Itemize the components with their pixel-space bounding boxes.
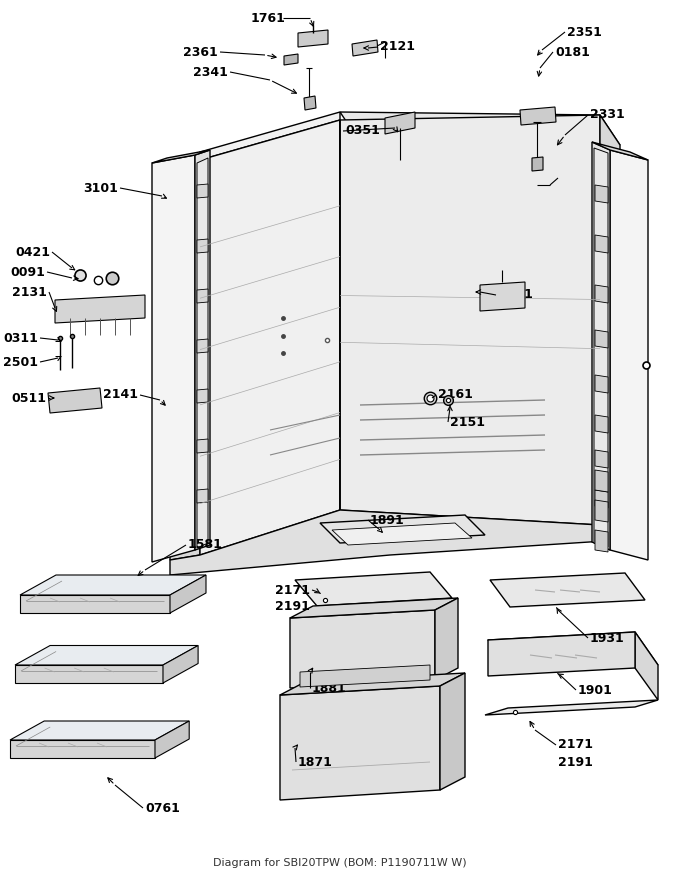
Polygon shape <box>595 500 608 522</box>
Polygon shape <box>595 415 608 433</box>
Polygon shape <box>440 673 465 790</box>
Polygon shape <box>280 673 465 695</box>
Polygon shape <box>595 185 608 203</box>
Polygon shape <box>594 148 608 547</box>
Text: 1761: 1761 <box>250 11 285 24</box>
Polygon shape <box>595 490 608 508</box>
Text: 0421: 0421 <box>15 246 50 258</box>
Polygon shape <box>592 142 648 160</box>
Polygon shape <box>340 112 620 145</box>
Polygon shape <box>595 375 608 393</box>
Polygon shape <box>332 523 472 545</box>
Text: 0731: 0731 <box>498 289 533 302</box>
Polygon shape <box>520 107 556 125</box>
Text: 2501: 2501 <box>3 355 38 368</box>
Polygon shape <box>200 120 340 555</box>
Text: 1871: 1871 <box>298 755 333 768</box>
Text: 0761: 0761 <box>145 802 180 815</box>
Polygon shape <box>152 155 195 562</box>
Text: 1901: 1901 <box>578 683 613 696</box>
Text: 0311: 0311 <box>3 332 38 345</box>
Polygon shape <box>152 150 210 163</box>
Text: 0511: 0511 <box>11 391 46 404</box>
Polygon shape <box>435 598 458 680</box>
Polygon shape <box>488 632 635 676</box>
Polygon shape <box>320 515 485 543</box>
Polygon shape <box>200 112 340 160</box>
Polygon shape <box>20 575 206 595</box>
Text: Diagram for SBI20TPW (BOM: P1190711W W): Diagram for SBI20TPW (BOM: P1190711W W) <box>214 858 466 868</box>
Polygon shape <box>20 595 170 613</box>
Polygon shape <box>197 158 208 548</box>
Text: 2141: 2141 <box>103 388 138 402</box>
Text: 2151: 2151 <box>450 416 485 429</box>
Polygon shape <box>155 721 189 758</box>
Polygon shape <box>170 160 200 560</box>
Polygon shape <box>480 282 525 311</box>
Polygon shape <box>197 184 208 198</box>
Text: 2171: 2171 <box>275 584 310 597</box>
Text: 0351: 0351 <box>345 124 380 137</box>
Polygon shape <box>340 115 600 525</box>
Polygon shape <box>298 30 328 47</box>
Text: 2191: 2191 <box>275 600 310 613</box>
Polygon shape <box>385 112 415 134</box>
Polygon shape <box>592 142 610 550</box>
Polygon shape <box>197 389 208 403</box>
Text: 2171: 2171 <box>558 738 593 752</box>
Polygon shape <box>280 686 440 800</box>
Text: 2191: 2191 <box>558 755 593 768</box>
Polygon shape <box>15 665 163 683</box>
Polygon shape <box>197 289 208 303</box>
Text: 1881: 1881 <box>312 682 347 695</box>
Polygon shape <box>197 339 208 353</box>
Polygon shape <box>284 54 298 65</box>
Text: 2361: 2361 <box>183 46 218 59</box>
Polygon shape <box>304 96 316 110</box>
Text: 1931: 1931 <box>590 632 625 645</box>
Polygon shape <box>197 489 208 503</box>
Text: 2161: 2161 <box>438 388 473 402</box>
Polygon shape <box>195 150 210 550</box>
Text: 2341: 2341 <box>193 66 228 79</box>
Text: 1581: 1581 <box>188 538 223 551</box>
Text: 2351: 2351 <box>567 25 602 38</box>
Text: 0091: 0091 <box>10 265 45 278</box>
Polygon shape <box>295 572 452 606</box>
Polygon shape <box>635 632 658 700</box>
Polygon shape <box>595 285 608 303</box>
Polygon shape <box>290 610 435 688</box>
Text: 0181: 0181 <box>555 46 590 59</box>
Polygon shape <box>595 330 608 348</box>
Polygon shape <box>55 295 145 323</box>
Polygon shape <box>170 510 620 575</box>
Polygon shape <box>485 700 658 715</box>
Text: 1891: 1891 <box>370 514 405 527</box>
Polygon shape <box>532 157 543 171</box>
Polygon shape <box>197 439 208 453</box>
Polygon shape <box>48 388 102 413</box>
Polygon shape <box>595 470 608 492</box>
Polygon shape <box>290 598 458 618</box>
Text: 2121: 2121 <box>380 40 415 53</box>
Polygon shape <box>600 115 620 540</box>
Polygon shape <box>300 665 430 687</box>
Polygon shape <box>10 721 189 740</box>
Polygon shape <box>10 740 155 758</box>
Text: 2331: 2331 <box>590 108 625 122</box>
Polygon shape <box>610 150 648 560</box>
Polygon shape <box>163 646 198 683</box>
Polygon shape <box>595 450 608 468</box>
Polygon shape <box>15 646 198 665</box>
Polygon shape <box>595 235 608 253</box>
Polygon shape <box>488 632 658 673</box>
Polygon shape <box>490 573 645 607</box>
Polygon shape <box>170 575 206 613</box>
Polygon shape <box>595 530 608 552</box>
Polygon shape <box>352 40 378 56</box>
Text: 2131: 2131 <box>12 285 47 298</box>
Polygon shape <box>197 239 208 253</box>
Text: 3101: 3101 <box>83 181 118 194</box>
